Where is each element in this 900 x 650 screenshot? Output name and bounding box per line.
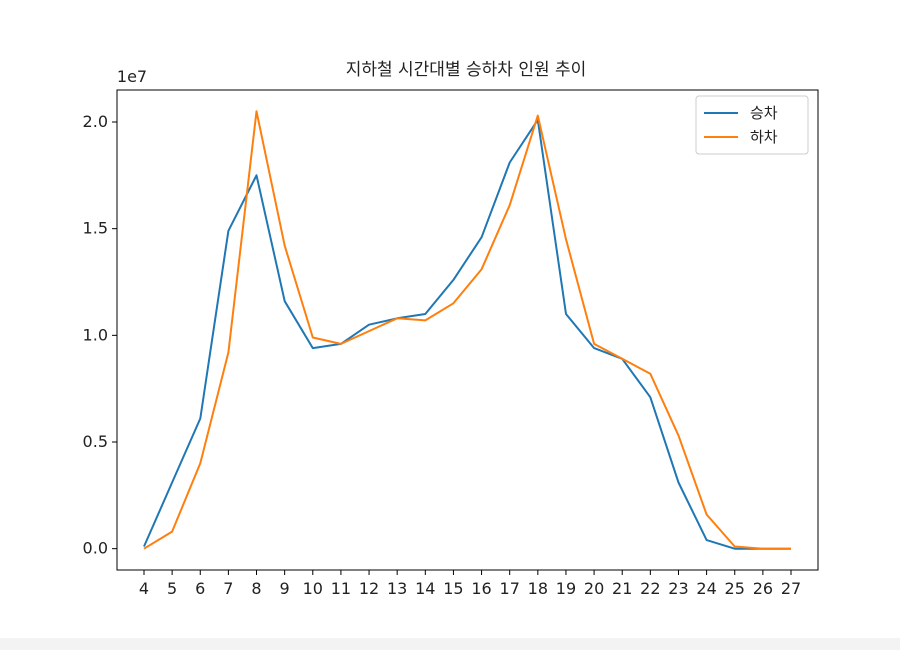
x-tick-label: 27 xyxy=(781,579,801,598)
x-tick-label: 8 xyxy=(251,579,261,598)
x-tick-label: 20 xyxy=(584,579,604,598)
y-tick-label: 1.5 xyxy=(83,219,108,238)
chart-title: 지하철 시간대별 승하차 인원 추이 xyxy=(346,60,587,80)
x-tick-label: 14 xyxy=(415,579,435,598)
x-tick-label: 13 xyxy=(387,579,407,598)
x-tick-label: 6 xyxy=(195,579,205,598)
x-tick-label: 19 xyxy=(556,579,576,598)
x-tick-label: 22 xyxy=(640,579,660,598)
x-tick-label: 4 xyxy=(139,579,149,598)
y-tick-label: 0.5 xyxy=(83,432,108,451)
x-tick-label: 12 xyxy=(359,579,379,598)
x-tick-label: 15 xyxy=(443,579,463,598)
x-tick-label: 17 xyxy=(500,579,520,598)
x-tick-label: 5 xyxy=(167,579,177,598)
x-tick-label: 23 xyxy=(668,579,688,598)
x-tick-label: 11 xyxy=(331,579,351,598)
x-tick-label: 16 xyxy=(471,579,491,598)
bottom-strip xyxy=(0,638,900,650)
legend-label: 하차 xyxy=(750,128,778,146)
x-tick-label: 10 xyxy=(303,579,323,598)
x-tick-label: 18 xyxy=(528,579,548,598)
series-line-하차 xyxy=(143,110,791,550)
y-tick-label: 1.0 xyxy=(83,325,108,344)
y-tick-label: 2.0 xyxy=(83,112,108,131)
y-offset-label: 1e7 xyxy=(117,67,147,86)
x-tick-label: 26 xyxy=(753,579,773,598)
plot-area: 4 5 6 7 8 9 10 11 12 13 14 15 16 17 18 19 20 21 22 23 24 25 26… xyxy=(83,89,819,598)
legend-box xyxy=(695,95,809,155)
y-tick-label: 0.0 xyxy=(83,539,108,558)
x-tick-label: 7 xyxy=(223,579,233,598)
x-tick-label: 21 xyxy=(612,579,632,598)
x-tick-label: 25 xyxy=(725,579,745,598)
axes-frame xyxy=(116,89,819,571)
legend-label: 승차 xyxy=(750,104,778,122)
x-tick-label: 9 xyxy=(280,579,290,598)
x-tick-label: 24 xyxy=(696,579,716,598)
series-line-승차 xyxy=(143,118,791,550)
